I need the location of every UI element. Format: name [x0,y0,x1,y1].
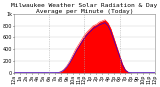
Title: Milwaukee Weather Solar Radiation & Day Average per Minute (Today): Milwaukee Weather Solar Radiation & Day … [11,3,158,14]
